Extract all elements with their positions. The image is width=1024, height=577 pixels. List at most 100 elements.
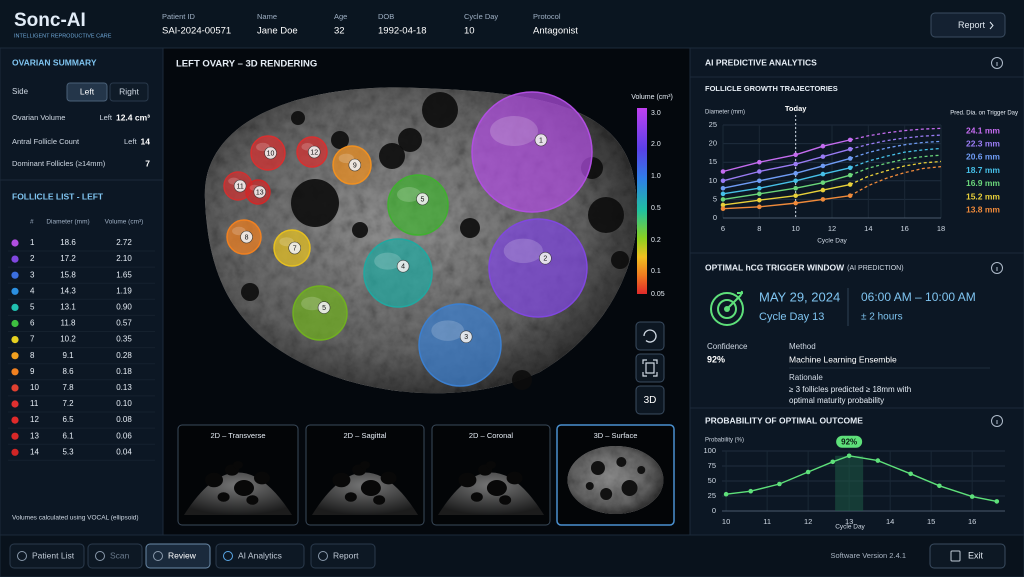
y-tick-label: 75 bbox=[708, 461, 716, 470]
follicle-badge bbox=[264, 146, 277, 160]
highlight-band bbox=[835, 455, 864, 511]
data-point bbox=[793, 171, 798, 176]
data-point bbox=[793, 152, 798, 158]
section-title: FOLLICLE LIST - LEFT bbox=[12, 191, 104, 201]
confidence-label: Confidence bbox=[707, 342, 748, 351]
follicle-volume: 0.35 bbox=[116, 335, 132, 344]
summary-side: Left bbox=[99, 113, 112, 122]
cavity bbox=[512, 370, 532, 390]
logo: Sonc-AI bbox=[14, 10, 86, 31]
follicle-diameter: 13.1 bbox=[60, 303, 76, 312]
follicle-dot bbox=[11, 432, 19, 440]
follicle-id: 14 bbox=[30, 447, 39, 456]
data-point bbox=[757, 191, 762, 197]
data-point bbox=[757, 178, 762, 184]
y-tick-label: 0 bbox=[713, 213, 717, 222]
ultrasound-cyst bbox=[254, 471, 270, 485]
field-label: DOB bbox=[378, 12, 394, 21]
view-control-button[interactable] bbox=[635, 353, 665, 383]
field-label: Cycle Day bbox=[464, 12, 498, 21]
summary-value: 12.4 cm³ bbox=[116, 112, 150, 122]
forecast-line bbox=[849, 154, 942, 176]
nav-button[interactable] bbox=[9, 543, 85, 569]
nav-button[interactable] bbox=[145, 543, 211, 569]
field-value: Antagonist bbox=[533, 26, 578, 37]
field-value: 10 bbox=[464, 26, 475, 37]
surface-thumbnail bbox=[567, 446, 664, 514]
rationale-line: ≥ 3 follicles predicted ≥ 18mm with bbox=[789, 385, 911, 394]
ultrasound-cyst bbox=[499, 495, 512, 505]
summary-label: Dominant Follicles (≥14mm) bbox=[12, 159, 106, 168]
section-title: OPTIMAL hCG TRIGGER WINDOW bbox=[705, 262, 845, 272]
follicle-diameter: 8.6 bbox=[62, 367, 74, 376]
data-point bbox=[720, 169, 726, 174]
legend-entry: 20.6 mm bbox=[966, 152, 1000, 162]
follicle-id: 4 bbox=[30, 286, 35, 295]
section-title: OVARIAN SUMMARY bbox=[12, 57, 97, 67]
legend-entry: 24.1 mm bbox=[966, 125, 1000, 135]
report-button[interactable] bbox=[930, 12, 1006, 38]
ultrasound-cyst bbox=[486, 480, 507, 496]
cavity bbox=[241, 283, 259, 301]
data-point bbox=[820, 197, 826, 202]
follicle-volume: 0.90 bbox=[116, 303, 132, 312]
view-control-button[interactable] bbox=[635, 385, 665, 415]
follicle-label: 7 bbox=[293, 245, 297, 252]
follicle-volume: 2.10 bbox=[116, 254, 132, 263]
data-point bbox=[757, 185, 762, 191]
nav-button[interactable] bbox=[310, 543, 376, 569]
follicle-id: 11 bbox=[30, 399, 39, 408]
method-label: Method bbox=[789, 342, 816, 351]
nav-button[interactable] bbox=[87, 543, 143, 569]
follicle-badge bbox=[348, 158, 362, 172]
y-tick-label: 100 bbox=[703, 446, 716, 455]
summary-value: 14 bbox=[141, 136, 151, 146]
trigger-tolerance: ± 2 hours bbox=[861, 312, 903, 323]
follicle-label: 5 bbox=[421, 196, 425, 203]
data-point bbox=[937, 483, 942, 489]
legend-entry: 15.2 mm bbox=[966, 191, 1000, 201]
follicle-dot bbox=[11, 336, 19, 344]
follicle-label: 10 bbox=[267, 150, 275, 157]
side-left-button[interactable] bbox=[66, 82, 108, 102]
ultrasound-cyst bbox=[506, 471, 523, 485]
nav-icon bbox=[318, 551, 328, 561]
exit-label: Exit bbox=[968, 550, 984, 560]
data-point bbox=[847, 172, 853, 178]
forecast-line bbox=[849, 147, 942, 169]
follicle-diameter: 11.8 bbox=[61, 319, 77, 328]
summary-label: Antral Follicle Count bbox=[12, 137, 80, 146]
data-point bbox=[847, 193, 853, 198]
follicle-id: 12 bbox=[30, 415, 39, 424]
chart-title: PROBABILITY OF OPTIMAL OUTCOME bbox=[705, 415, 863, 425]
follicle-volume: 0.57 bbox=[116, 319, 132, 328]
follicle-badge bbox=[253, 185, 267, 199]
follicle-diameter: 9.1 bbox=[62, 351, 74, 360]
x-tick-label: 6 bbox=[721, 224, 725, 233]
colorbar bbox=[637, 108, 647, 294]
follicle-highlight bbox=[431, 320, 465, 341]
forecast-line bbox=[849, 140, 942, 160]
data-point bbox=[875, 458, 881, 463]
data-point bbox=[820, 171, 826, 177]
view-control-button[interactable] bbox=[635, 321, 665, 351]
ultrasound-cyst bbox=[246, 495, 259, 505]
side-right-button[interactable] bbox=[109, 82, 149, 102]
nav-button[interactable] bbox=[215, 543, 305, 569]
x-tick-label: 16 bbox=[900, 224, 908, 233]
follicle-id: 7 bbox=[30, 335, 35, 344]
data-point bbox=[720, 206, 726, 211]
follicle-dot bbox=[11, 400, 19, 408]
x-tick-label: 15 bbox=[927, 517, 935, 526]
follicle-label: 8 bbox=[245, 234, 249, 241]
data-point bbox=[820, 143, 826, 149]
view-label: 3D – Surface bbox=[594, 431, 638, 440]
follicle-id: 6 bbox=[30, 319, 35, 328]
data-point bbox=[757, 159, 762, 165]
x-axis-label: Cycle Day bbox=[817, 238, 847, 245]
data-point bbox=[720, 197, 726, 202]
legend-entry: 13.8 mm bbox=[966, 204, 1000, 214]
exit-button[interactable] bbox=[929, 543, 1006, 569]
